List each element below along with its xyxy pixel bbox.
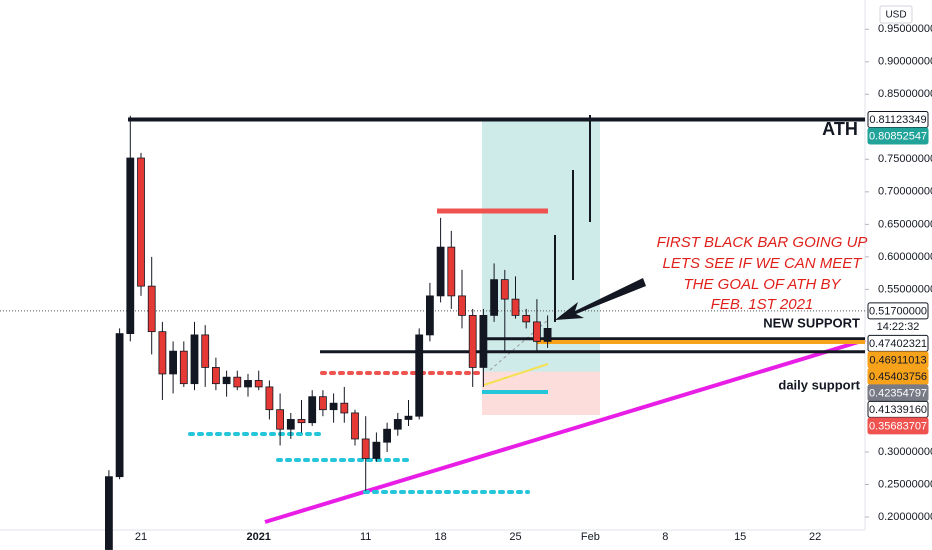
annotation-line: LETS SEE IF WE CAN MEET [663,255,864,272]
candle-body [233,376,242,388]
y-tick-label: 0.85000000 [878,88,932,100]
annotation-line: FIRST BLACK BAR GOING UP [657,234,868,251]
price-tag-label: 0.51700000 [869,305,927,317]
candle-body [147,285,156,333]
candle-body [383,428,392,443]
annotation-line: FEB. 1ST 2021 [711,296,814,313]
candle-body [447,246,456,297]
candle-body [425,295,434,336]
candle-body [543,328,552,342]
price-tag-label: 0.47402321 [869,338,927,350]
price-tag-label: 0.46911013 [869,354,926,366]
y-tick-label: 0.70000000 [878,186,932,198]
y-tick-label: 0.65000000 [878,218,932,230]
price-tag [867,111,929,129]
candle-body [179,350,188,385]
candle-body [158,331,167,375]
x-tick-label: 25 [509,531,521,543]
x-tick-label: Feb [581,531,600,543]
candle-body [169,350,178,375]
candle-body [329,402,338,411]
price-axis-bg [865,0,932,550]
annotation: FIRST BLACK BAR GOING UP LETS SEE IF WE … [657,234,868,313]
target-zone [482,121,600,372]
x-tick-label: 8 [662,531,668,543]
x-tick-label: 18 [434,531,446,543]
candle-body [190,334,199,385]
price-tag-label: 0.45403756 [869,371,927,383]
x-tick-label: 21 [135,531,147,543]
ath-label: ATH [822,119,858,139]
candle-body [404,415,413,420]
candle-body [500,279,509,300]
y-tick-label: 0.30000000 [878,446,932,458]
annotation-line: THE GOAL OF ATH BY [684,276,842,293]
candle-body [254,380,263,388]
candle-body [533,321,541,342]
candle-body [340,402,349,414]
candle-body [522,314,531,323]
currency-box [879,5,913,24]
candle-body [265,386,274,411]
candle-body [318,396,327,411]
price-tag-label: 0.80852547 [869,130,927,142]
arrow [555,278,646,320]
y-tick-label: 0.60000000 [878,251,932,263]
candle-body [361,438,370,459]
candle-body [308,396,317,424]
candle-body [137,157,145,287]
candle-body [490,279,499,316]
price-tag-label: 0.41339160 [869,404,927,416]
candle-body [105,476,113,550]
price-tag-label: 0.35683707 [869,420,927,432]
candle-body [479,314,488,368]
candle-body [415,334,424,417]
x-tick-label: 22 [809,531,821,543]
candle-body [244,380,252,388]
daily-support-label: daily support [778,377,860,392]
price-tag-label: 0.81123349 [869,114,926,126]
candle-body [126,157,135,335]
candle-body [436,246,445,297]
new-support-label: NEW SUPPORT [763,315,860,330]
y-tick-label: 0.55000000 [878,283,932,295]
price-tag [867,127,929,145]
y-tick-label: 0.25000000 [878,478,932,490]
x-tick-label: 11 [360,531,371,543]
countdown: 14:22:32 [877,321,920,333]
yellow-line [483,363,549,386]
y-tick-label: 0.95000000 [878,23,932,35]
price-tag [867,302,929,320]
y-tick-label: 0.20000000 [878,511,932,523]
y-tick-label: 0.75000000 [878,153,932,165]
price-tag-label: 0.42354797 [869,387,927,399]
price-tag [867,417,929,435]
x-tick-label: 2021 [246,531,270,543]
candle-body [372,441,381,459]
candle-body [297,419,306,424]
candle-body [511,298,520,316]
candle-body [201,334,210,368]
candle-body [468,314,477,368]
candle-body [222,376,231,385]
dashed-line [489,319,549,371]
x-tick-label: 15 [734,531,746,543]
candle-body [286,419,295,430]
candle-body [351,412,359,440]
candle-body [276,409,285,430]
candle-body [458,295,466,316]
candle-body [115,333,124,478]
y-tick-label: 0.90000000 [878,56,932,68]
currency-label: USD [885,10,906,21]
candle-body [211,367,220,385]
candle-body [393,419,402,430]
